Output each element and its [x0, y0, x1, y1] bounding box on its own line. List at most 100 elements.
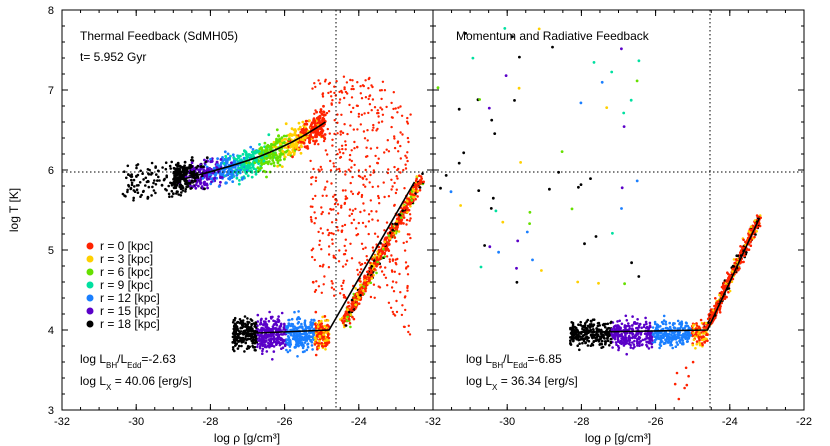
hot-cloud-point — [403, 296, 407, 299]
halo-point — [163, 177, 166, 181]
cold-blob-point — [660, 320, 664, 324]
cold-blob-point — [635, 339, 639, 343]
halo-point — [301, 120, 305, 124]
cold-blob-point — [681, 341, 685, 345]
hot-cloud-point — [395, 175, 398, 178]
sequence-point — [358, 287, 362, 291]
cold-blob-point — [702, 322, 705, 326]
cold-blob-point — [686, 324, 690, 328]
hot-cloud-point — [396, 140, 400, 143]
cold-blob-point — [645, 332, 648, 335]
cold-blob-point — [678, 331, 682, 334]
cold-blob-point — [583, 325, 587, 329]
hot-cloud-point — [400, 114, 404, 118]
hot-cloud-point — [314, 217, 317, 220]
hot-cloud-point — [365, 178, 368, 181]
hot-cloud-point — [406, 151, 409, 154]
hot-cloud-point — [395, 281, 398, 284]
hot-cloud-point — [327, 91, 330, 95]
cold-blob-point — [324, 348, 327, 351]
cold-blob-point — [635, 326, 638, 330]
sequence-point — [409, 205, 412, 208]
cold-blob-point — [573, 333, 576, 337]
cold-blob-point — [254, 334, 257, 337]
sequence-point — [418, 181, 421, 185]
sequence-point — [351, 304, 354, 308]
hot-cloud-point — [332, 165, 336, 168]
halo-point — [244, 150, 248, 154]
cold-blob-point — [314, 322, 317, 326]
cold-blob-point — [293, 325, 296, 328]
cold-blob-point — [680, 337, 684, 341]
cold-blob-point — [589, 344, 593, 348]
halo-point — [277, 134, 280, 138]
cold-blob-point — [671, 346, 674, 350]
hot-cloud-point — [385, 148, 388, 151]
cold-blob-point — [620, 337, 623, 340]
left-panel-frame — [61, 9, 434, 411]
sequence-point — [747, 248, 751, 251]
cold-blob-point — [256, 313, 260, 317]
hot-cloud-point — [329, 207, 332, 211]
cold-blob-point — [578, 342, 581, 346]
cold-blob-point — [589, 333, 593, 337]
halo-point — [161, 166, 164, 169]
hot-cloud-point — [350, 87, 353, 91]
hot-cloud-point — [341, 287, 344, 291]
halo-point — [263, 157, 267, 160]
hot-cloud-point — [355, 227, 358, 230]
halo-point — [236, 154, 240, 158]
halo-point — [170, 184, 174, 187]
hot-cloud-point — [314, 85, 317, 89]
halo-point — [176, 165, 180, 168]
hot-cloud-point — [336, 113, 339, 116]
cold-blob-point — [280, 322, 283, 326]
cold-blob-point — [668, 332, 671, 336]
halo-point — [303, 122, 307, 126]
hot-cloud-point — [311, 175, 314, 179]
cold-blob-point — [270, 317, 273, 320]
hot-cloud-point — [340, 284, 343, 288]
cold-blob-point — [265, 324, 269, 328]
halo-point — [265, 175, 268, 179]
hot-cloud-point — [349, 242, 352, 245]
sequence-point — [397, 216, 401, 219]
hot-cloud-point — [312, 280, 315, 284]
cold-blob-point — [261, 352, 264, 356]
cold-blob-point — [613, 324, 617, 328]
hot-cloud-point — [397, 150, 400, 153]
cold-blob-point — [569, 326, 572, 330]
hot-cloud-point — [405, 266, 408, 269]
cold-blob-point — [609, 341, 613, 345]
cold-blob-point — [314, 353, 318, 357]
x-tick-label: -24 — [722, 416, 738, 428]
sequence-point — [387, 242, 391, 246]
hot-cloud-point — [408, 333, 412, 336]
cold-blob-point — [619, 327, 622, 330]
cold-blob-point — [313, 336, 317, 340]
cold-blob-point — [606, 337, 609, 340]
cold-blob-point — [268, 339, 272, 343]
hot-cloud-point — [336, 203, 340, 206]
cold-blob-point — [592, 323, 596, 327]
cold-blob-point — [315, 341, 319, 345]
hot-cloud-point — [366, 155, 369, 158]
cold-blob-point — [233, 349, 236, 353]
cold-blob-point — [307, 337, 311, 340]
hot-cloud-point — [314, 141, 317, 144]
cold-blob-point — [306, 342, 310, 346]
sparse-point — [525, 230, 529, 234]
hot-cloud-point — [392, 91, 395, 94]
halo-point — [213, 176, 217, 180]
hot-cloud-point — [376, 161, 379, 165]
sequence-point — [347, 310, 351, 314]
sparse-point — [515, 266, 518, 270]
cold-blob-point — [232, 330, 236, 333]
halo-point — [178, 168, 182, 171]
cold-blob-point — [323, 341, 327, 345]
sparse-point — [459, 204, 462, 207]
hot-cloud-point — [320, 206, 323, 209]
halo-point — [322, 110, 325, 114]
hot-cloud-point — [336, 121, 339, 125]
hot-cloud-point — [342, 75, 346, 78]
